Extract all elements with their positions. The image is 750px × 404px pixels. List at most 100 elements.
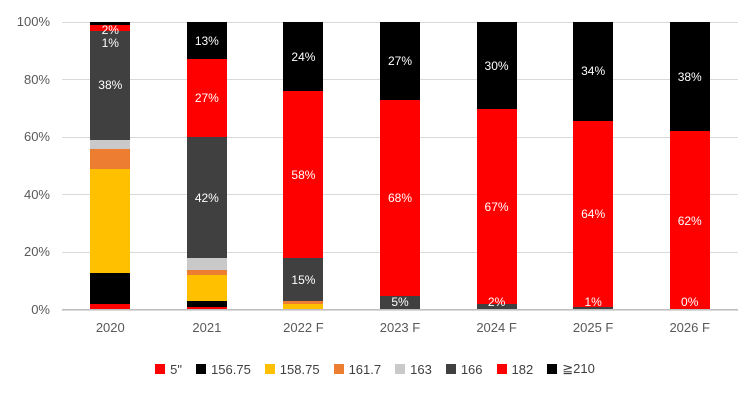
y-tick-label: 100%	[16, 14, 50, 29]
bar-segment-182	[283, 91, 324, 259]
legend-marker	[445, 364, 456, 374]
bar-2022-f: 24% 58% 15%	[283, 22, 324, 310]
bar-segment-label: 42%	[194, 190, 219, 205]
bar-segment-5	[186, 307, 227, 310]
x-tick-label: 2024 F	[476, 320, 517, 335]
y-tick-label: 0%	[31, 302, 50, 317]
bar-segment-166	[380, 295, 420, 310]
bar-segment-210	[380, 22, 420, 100]
bar-segment-label: 0%	[681, 295, 699, 309]
legend-label: 5"	[170, 361, 183, 377]
bar-segment-210	[669, 22, 710, 132]
bar-segment-161.7	[186, 269, 227, 276]
legend-label: 182	[511, 361, 534, 377]
bar-segment-label: 58%	[291, 167, 316, 182]
bar-segment-166	[573, 307, 614, 310]
x-tick-label: 2020	[95, 320, 125, 335]
bar-segment-163	[90, 140, 131, 149]
x-tick-label: 2026 F	[669, 320, 710, 335]
bar-segment-166	[186, 137, 227, 259]
legend-item-182: 182	[496, 361, 534, 377]
bar-segment-182	[573, 120, 614, 308]
legend-marker	[155, 364, 166, 374]
legend-item-163: 163	[395, 362, 432, 377]
legend-label: ≧210	[562, 361, 595, 376]
legend-label: 163	[410, 361, 432, 377]
bar-segment-210	[573, 22, 614, 121]
bar-segment-label: 1%	[101, 36, 119, 50]
bar-segment-label: 15%	[291, 272, 316, 287]
bar-2024-f: 30% 67% 2%	[476, 22, 517, 310]
bar-segment-158.75	[283, 304, 324, 310]
bar-segment-label: 67%	[484, 199, 509, 214]
bar-2021: 13% 27% 42%	[186, 22, 227, 310]
gridline	[62, 309, 738, 311]
bar-segment-210	[90, 22, 131, 25]
bar-segment-166	[476, 304, 517, 310]
bar-segment-label: 62%	[677, 213, 702, 228]
bar-segment-label: 13%	[194, 33, 219, 48]
legend-marker	[496, 364, 507, 374]
legend-marker	[196, 364, 207, 374]
bar-segment-label: 64%	[581, 207, 606, 221]
legend-item-5: 5"	[155, 362, 182, 377]
legend-marker	[264, 364, 275, 374]
bar-segment-182	[380, 99, 420, 296]
legend-marker	[547, 364, 558, 374]
bar-segment-label: 5%	[391, 295, 409, 309]
y-tick-label: 40%	[23, 186, 50, 202]
gridline	[62, 21, 738, 23]
bar-2025-f: 34% 64% 1%	[573, 22, 614, 310]
bar-segment-158.75	[90, 168, 131, 273]
y-tick-label: 80%	[23, 71, 50, 87]
bar-segment-210	[476, 22, 517, 110]
legend-label: 166	[460, 361, 483, 377]
legend-item-156.75: 156.75	[196, 362, 251, 377]
plot-area: 2% 1% 38% 13% 27% 42% 24% 58% 15% 27% 68% 5% 30% 67% 2…	[62, 21, 738, 311]
bar-segment-182	[669, 131, 710, 310]
bar-segment-label: 2%	[101, 23, 119, 37]
legend-item-166: 166	[445, 361, 483, 377]
bar-segment-161.7	[283, 301, 324, 305]
bar-segment-182	[476, 109, 517, 305]
bar-segment-156.75	[186, 301, 227, 308]
x-tick-label: 2021	[192, 320, 222, 335]
legend-label: 158.75	[279, 361, 320, 377]
bar-segment-210	[186, 22, 227, 60]
legend: 5" 156.75 158.75 161.7 163 166 182 ≧210	[0, 361, 750, 377]
x-tick-label: 2022 F	[283, 320, 324, 335]
legend-item-158.75: 158.75	[264, 361, 320, 377]
legend-item-210: ≧210	[547, 361, 595, 377]
x-axis-line	[62, 309, 738, 310]
bar-segment-5	[90, 304, 131, 310]
bar-segment-156.75	[90, 272, 131, 305]
bar-segment-182	[186, 59, 227, 138]
bar-segment-158.75	[186, 275, 227, 302]
legend-label: 161.7	[348, 361, 382, 377]
y-tick-label: 20%	[23, 244, 50, 260]
bar-segment-163	[186, 258, 227, 270]
bar-segment-label: 38%	[98, 78, 123, 93]
bar-segment-label: 68%	[387, 190, 413, 205]
bar-segment-166	[90, 30, 131, 141]
bar-segment-182	[90, 24, 131, 31]
bar-segment-label: 27%	[194, 91, 219, 106]
x-tick-label: 2023 F	[379, 320, 421, 335]
x-tick-label: 2025 F	[572, 320, 614, 335]
bar-2020: 2% 1% 38%	[90, 22, 131, 310]
legend-marker	[395, 364, 406, 374]
y-tick-label: 60%	[23, 129, 50, 145]
bar-segment-label: 27%	[387, 53, 413, 68]
bar-2023-f: 27% 68% 5%	[380, 22, 420, 310]
bar-segment-label: 38%	[677, 69, 702, 84]
bar-segment-166	[283, 258, 324, 302]
legend-marker	[333, 364, 344, 374]
legend-label: 156.75	[211, 361, 251, 377]
bar-segment-label: 2%	[487, 295, 506, 309]
bar-segment-label: 24%	[291, 49, 316, 64]
bar-segment-label: 1%	[584, 295, 602, 309]
bar-segment-161.7	[90, 148, 131, 169]
bar-segment-label: 30%	[484, 58, 509, 73]
legend-item-161.7: 161.7	[333, 361, 382, 377]
bar-segment-label: 34%	[581, 64, 606, 79]
